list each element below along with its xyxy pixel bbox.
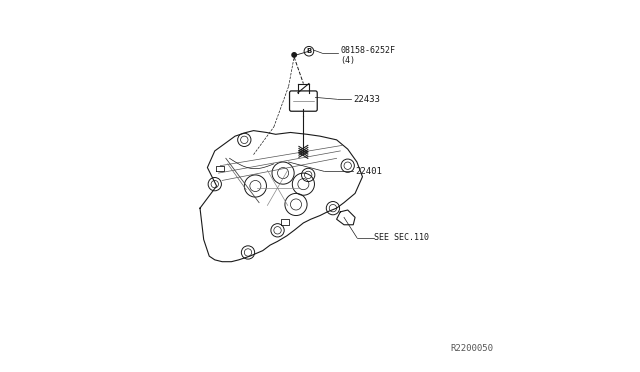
Text: SEE SEC.110: SEE SEC.110 bbox=[374, 233, 429, 242]
Text: 22401: 22401 bbox=[355, 167, 382, 176]
Text: 08158-6252F: 08158-6252F bbox=[340, 46, 396, 55]
Text: B: B bbox=[307, 48, 312, 54]
Circle shape bbox=[292, 53, 296, 57]
Text: R2200050: R2200050 bbox=[451, 344, 493, 353]
Text: 22433: 22433 bbox=[353, 95, 380, 104]
Text: (4): (4) bbox=[340, 56, 355, 65]
